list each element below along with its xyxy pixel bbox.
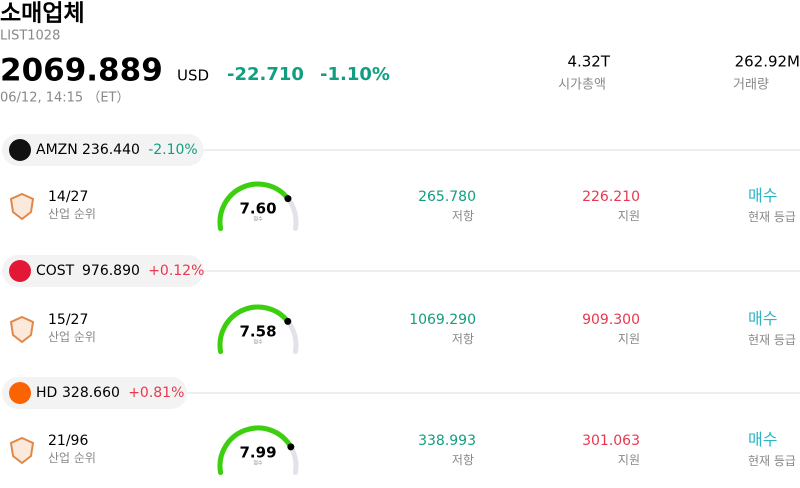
rating: 매수: [748, 430, 778, 449]
volume-label: 거래량: [733, 77, 769, 93]
support-label: 지원: [617, 209, 640, 223]
gauge-fill: [217, 425, 294, 476]
stock-change: +0.81%: [128, 385, 185, 401]
price: 2069.889: [0, 52, 163, 89]
rating: 매수: [748, 186, 778, 205]
resistance: 265.780: [418, 189, 476, 205]
gauge-fill: [217, 181, 291, 232]
time: 06/12, 14:15 （ET）: [0, 90, 130, 106]
resistance-label: 저항: [451, 209, 474, 223]
stock-pill: [2, 255, 204, 287]
rank-icon: [9, 436, 35, 465]
stock-logo: [9, 382, 31, 404]
stock-logo: [9, 139, 31, 161]
stock-pill: [2, 134, 204, 166]
score: 7.58: [239, 322, 277, 341]
stock-price: 976.890: [82, 263, 140, 279]
resistance-label: 저항: [451, 453, 474, 467]
currency: USD: [177, 66, 210, 85]
support-label: 지원: [617, 332, 640, 346]
gauge-dot: [284, 195, 292, 203]
rating-label: 현재 등급: [748, 333, 796, 347]
rank-label: 산업 순위: [48, 330, 96, 344]
stock-pill: [2, 377, 188, 409]
rank-label: 산업 순위: [48, 207, 96, 221]
gauge-fill: [217, 304, 291, 355]
rating-label: 현재 등급: [748, 454, 796, 468]
resistance: 1069.290: [409, 312, 476, 328]
rank: 15/27: [48, 312, 89, 328]
change-pct: -1.10%: [320, 64, 390, 85]
code: LIST1028: [0, 28, 61, 44]
title: 소매업체: [0, 0, 85, 27]
score-label: 점수: [253, 339, 263, 346]
market-cap-label: 시가총액: [558, 77, 606, 93]
rating: 매수: [748, 309, 778, 328]
score-label: 점수: [253, 216, 263, 223]
support: 301.063: [582, 433, 640, 449]
support: 226.210: [582, 189, 640, 205]
rank: 21/96: [48, 433, 89, 449]
stock-change: +0.12%: [148, 263, 205, 279]
stock-logo: [9, 260, 31, 282]
rank-icon: [9, 192, 35, 221]
gauge-dot: [287, 443, 295, 451]
ticker[interactable]: AMZN: [36, 142, 78, 158]
score-label: 점수: [253, 460, 263, 467]
rank: 14/27: [48, 189, 89, 205]
stock-price: 236.440: [82, 142, 140, 158]
resistance-label: 저항: [451, 332, 474, 346]
market-cap: 4.32T: [567, 52, 610, 71]
score: 7.60: [239, 199, 277, 218]
change: -22.710: [227, 64, 304, 85]
rank-icon: [9, 315, 35, 344]
stock-change: -2.10%: [148, 142, 198, 158]
ticker[interactable]: COST: [36, 263, 75, 279]
stock-price: 328.660: [62, 385, 120, 401]
volume: 262.92M: [734, 52, 800, 71]
rank-label: 산업 순위: [48, 451, 96, 465]
ticker[interactable]: HD: [36, 385, 58, 401]
support: 909.300: [582, 312, 640, 328]
resistance: 338.993: [418, 433, 476, 449]
gauge-dot: [284, 317, 292, 325]
support-label: 지원: [617, 453, 640, 467]
rating-label: 현재 등급: [748, 210, 796, 224]
score: 7.99: [239, 443, 277, 462]
